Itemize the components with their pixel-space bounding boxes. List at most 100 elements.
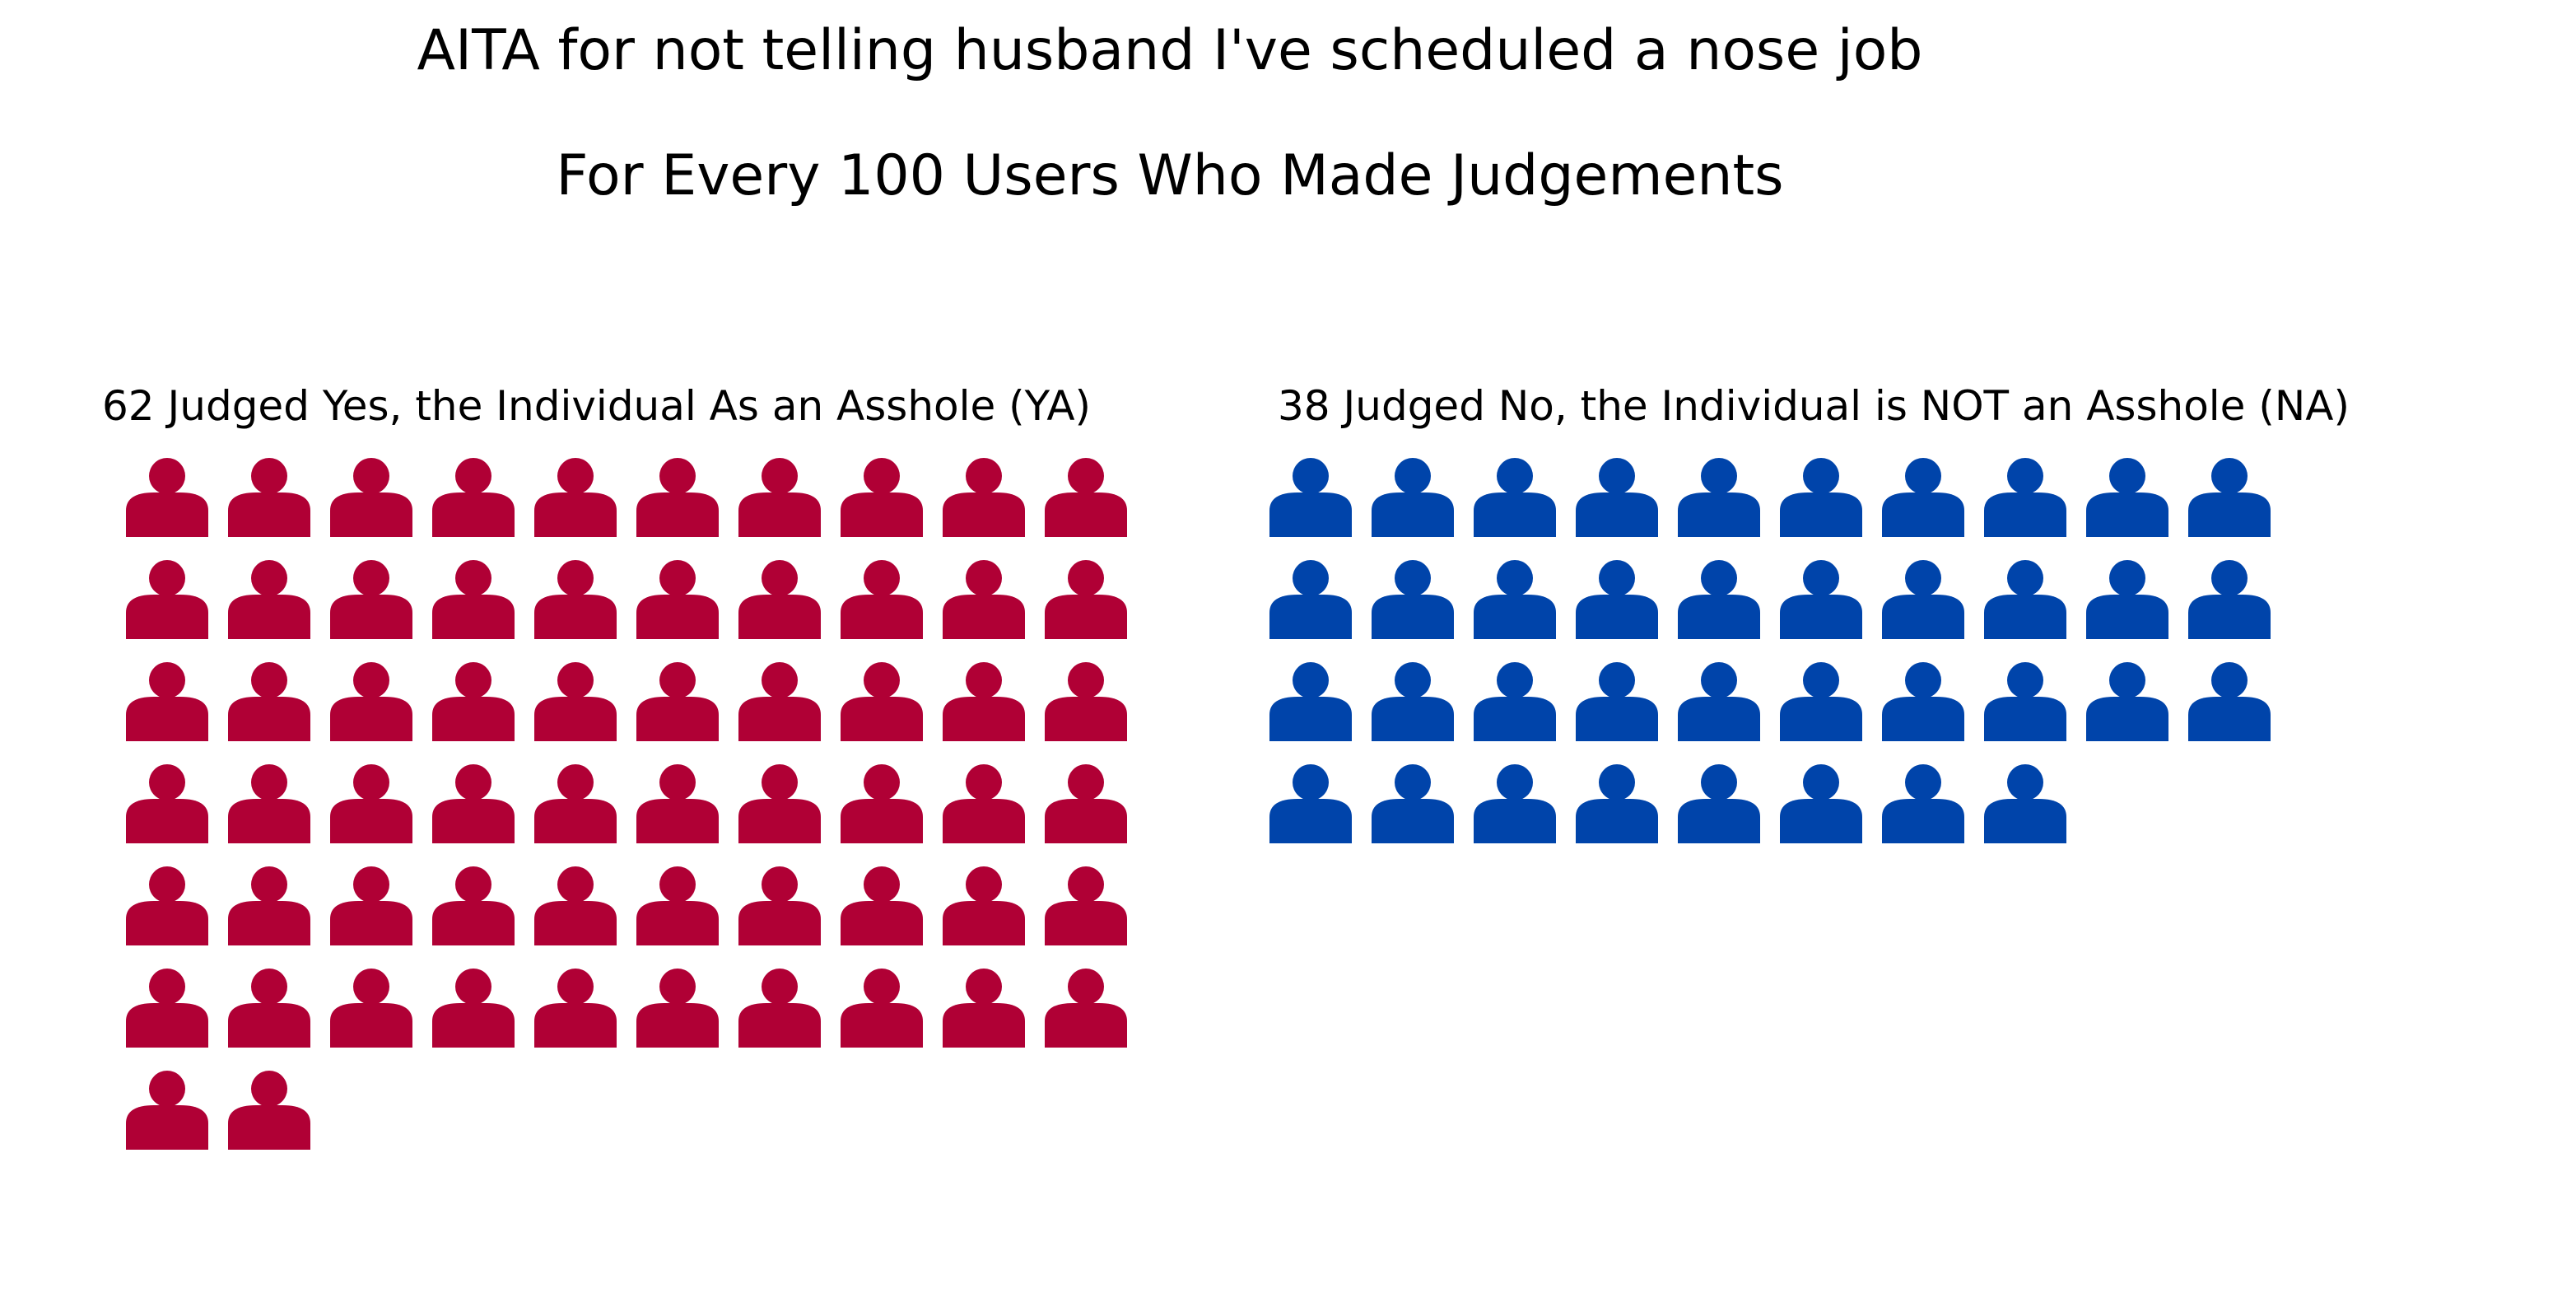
person-icon xyxy=(2188,560,2271,639)
person-icon xyxy=(1045,458,1127,537)
person-icon xyxy=(330,764,412,843)
person-icon xyxy=(1678,458,1760,537)
person-icon xyxy=(534,969,617,1048)
person-icon xyxy=(432,969,515,1048)
person-icon xyxy=(1780,560,1862,639)
person-icon xyxy=(1576,662,1658,741)
person-icon xyxy=(432,458,515,537)
person-icon xyxy=(738,866,821,945)
person-icon xyxy=(534,560,617,639)
person-icon xyxy=(943,764,1025,843)
panel-na-icons xyxy=(1269,458,2271,843)
person-icon xyxy=(2188,662,2271,741)
chart-subtitle: For Every 100 Users Who Made Judgements xyxy=(556,143,1784,208)
person-icon xyxy=(1984,764,2066,843)
person-icon xyxy=(228,866,310,945)
person-icon xyxy=(1372,560,1454,639)
person-icon xyxy=(1372,662,1454,741)
person-icon xyxy=(330,662,412,741)
person-icon xyxy=(432,560,515,639)
person-icon xyxy=(1474,458,1556,537)
person-icon xyxy=(534,458,617,537)
person-icon xyxy=(943,458,1025,537)
person-icon xyxy=(126,969,208,1048)
person-icon xyxy=(432,662,515,741)
person-icon xyxy=(126,560,208,639)
person-icon xyxy=(841,969,923,1048)
person-icon xyxy=(228,1071,310,1150)
person-icon xyxy=(126,458,208,537)
person-icon xyxy=(534,764,617,843)
person-icon xyxy=(2086,662,2168,741)
person-icon xyxy=(1269,560,1352,639)
person-icon xyxy=(841,764,923,843)
person-icon xyxy=(126,1071,208,1150)
person-icon xyxy=(228,458,310,537)
person-icon xyxy=(330,866,412,945)
person-icon xyxy=(1372,458,1454,537)
person-icon xyxy=(1882,764,1964,843)
person-icon xyxy=(943,866,1025,945)
person-icon xyxy=(2188,458,2271,537)
person-icon xyxy=(636,458,719,537)
person-icon xyxy=(1045,662,1127,741)
person-icon xyxy=(1269,662,1352,741)
person-icon xyxy=(738,458,821,537)
person-icon xyxy=(534,866,617,945)
person-icon xyxy=(1984,662,2066,741)
person-icon xyxy=(1780,458,1862,537)
person-icon xyxy=(2086,560,2168,639)
person-icon xyxy=(1678,764,1760,843)
person-icon xyxy=(1576,764,1658,843)
person-icon xyxy=(330,560,412,639)
person-icon xyxy=(228,662,310,741)
person-icon xyxy=(738,969,821,1048)
person-icon xyxy=(126,764,208,843)
person-icon xyxy=(1576,560,1658,639)
person-icon xyxy=(1045,560,1127,639)
person-icon xyxy=(330,458,412,537)
person-icon xyxy=(432,764,515,843)
person-icon xyxy=(228,764,310,843)
person-icon xyxy=(534,662,617,741)
person-icon xyxy=(1984,560,2066,639)
person-icon xyxy=(738,560,821,639)
person-icon xyxy=(738,662,821,741)
person-icon xyxy=(738,764,821,843)
person-icon xyxy=(432,866,515,945)
person-icon xyxy=(636,866,719,945)
person-icon xyxy=(2086,458,2168,537)
person-icon xyxy=(1678,662,1760,741)
person-icon xyxy=(636,662,719,741)
person-icon xyxy=(943,662,1025,741)
person-icon xyxy=(943,560,1025,639)
panel-ya-icons xyxy=(126,458,1127,1150)
person-icon xyxy=(1269,458,1352,537)
person-icon xyxy=(1678,560,1760,639)
person-icon xyxy=(841,866,923,945)
person-icon xyxy=(330,969,412,1048)
person-icon xyxy=(1045,866,1127,945)
person-icon xyxy=(126,866,208,945)
person-icon xyxy=(1045,764,1127,843)
person-icon xyxy=(1474,560,1556,639)
person-icon xyxy=(943,969,1025,1048)
panel-ya-title: 62 Judged Yes, the Individual As an Assh… xyxy=(102,382,1092,430)
person-icon xyxy=(126,662,208,741)
person-icon xyxy=(841,560,923,639)
panel-na-title: 38 Judged No, the Individual is NOT an A… xyxy=(1278,382,2350,430)
person-icon xyxy=(1474,764,1556,843)
person-icon xyxy=(1882,560,1964,639)
person-icon xyxy=(1045,969,1127,1048)
person-icon xyxy=(1780,764,1862,843)
person-icon xyxy=(1780,662,1862,741)
person-icon xyxy=(841,662,923,741)
person-icon xyxy=(228,969,310,1048)
chart-title: AITA for not telling husband I've schedu… xyxy=(417,18,1923,83)
person-icon xyxy=(228,560,310,639)
person-icon xyxy=(1882,662,1964,741)
person-icon xyxy=(636,969,719,1048)
person-icon xyxy=(636,764,719,843)
person-icon xyxy=(1269,764,1352,843)
